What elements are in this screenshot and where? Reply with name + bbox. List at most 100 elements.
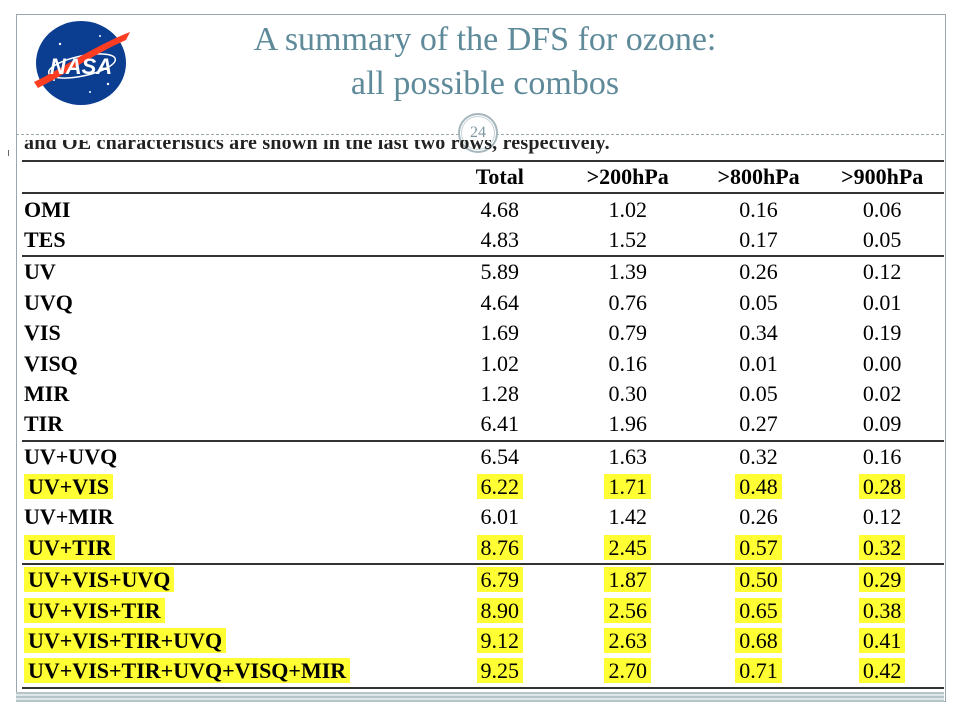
slide-title: A summary of the DFS for ozone: all poss… — [140, 18, 830, 106]
cell-value: 0.16 — [608, 350, 647, 376]
row-label: UV+VIS — [24, 474, 113, 500]
cell-value: 6.54 — [480, 443, 520, 469]
footer-bar — [16, 692, 944, 702]
cell-value: 2.70 — [604, 658, 651, 684]
cell-value: 1.96 — [608, 411, 647, 437]
cell-value: 0.19 — [862, 320, 902, 346]
cropped-caption: and OE characteristics are shown in the … — [24, 140, 784, 156]
cell-value: 4.68 — [480, 196, 520, 222]
table-row: UV 5.89 1.39 0.26 0.12 — [22, 255, 944, 288]
cell-value: 6.01 — [480, 504, 520, 530]
cell-value: 4.83 — [480, 226, 520, 252]
cell-value: 0.38 — [858, 597, 906, 623]
cell-value: 1.63 — [608, 443, 647, 469]
cell-value: 2.63 — [604, 628, 651, 654]
table-header-row: Total >200hPa >800hPa >900hPa — [22, 159, 944, 195]
cropped-caption-text: and OE characteristics are shown in the … — [24, 140, 610, 154]
header-200hpa: >200hPa — [558, 159, 697, 195]
row-label: VIS — [24, 320, 61, 346]
cell-value: 4.64 — [480, 289, 520, 315]
page-number: 24 — [470, 124, 486, 141]
cell-value: 1.71 — [604, 474, 651, 500]
cell-value: 9.12 — [476, 628, 524, 654]
row-label: UV+MIR — [24, 504, 114, 530]
cell-value: 1.28 — [480, 380, 520, 406]
cell-value: 1.52 — [608, 226, 647, 252]
cell-value: 2.56 — [604, 597, 651, 623]
row-label: OMI — [24, 196, 71, 222]
cell-value: 0.26 — [739, 504, 778, 530]
cell-value: 0.02 — [862, 380, 902, 406]
cell-value: 0.30 — [608, 380, 647, 406]
row-label: TES — [24, 226, 66, 252]
cell-value: 0.26 — [739, 259, 778, 285]
row-label: UV — [24, 259, 56, 285]
table-row: OMI 4.68 1.02 0.16 0.06 — [22, 193, 944, 224]
table-row: UVQ 4.64 0.76 0.05 0.01 — [22, 288, 944, 318]
cell-value: 0.05 — [862, 226, 902, 252]
cell-value: 1.39 — [608, 259, 647, 285]
cell-value: 0.65 — [735, 597, 782, 623]
cell-value: 0.48 — [735, 474, 782, 500]
table-row: TES 4.83 1.52 0.17 0.05 — [22, 225, 944, 256]
cell-value: 0.32 — [739, 443, 778, 469]
cell-value: 0.41 — [858, 628, 906, 654]
title-line-1: A summary of the DFS for ozone: — [253, 21, 717, 58]
cell-value: 0.12 — [862, 504, 902, 530]
cell-value: 0.06 — [862, 196, 902, 222]
cell-value: 2.45 — [604, 534, 651, 560]
cell-value: 0.09 — [862, 411, 902, 437]
cell-value: 1.87 — [604, 567, 651, 593]
cell-value: 0.05 — [739, 380, 778, 406]
dfs-table-container: Total >200hPa >800hPa >900hPa OMI 4.68 1.0… — [22, 159, 944, 689]
table-row: UV+UVQ 6.54 1.63 0.32 0.16 — [22, 439, 944, 472]
table-row: UV+VIS 6.22 1.71 0.48 0.28 — [22, 472, 944, 502]
row-label: VISQ — [24, 350, 78, 376]
row-label: MIR — [24, 380, 70, 406]
cell-value: 1.42 — [608, 504, 647, 530]
table-row: UV+VIS+UVQ 6.79 1.87 0.50 0.29 — [22, 563, 944, 596]
cell-value: 0.42 — [858, 658, 906, 684]
cell-value: 1.02 — [480, 350, 520, 376]
table-row: UV+VIS+TIR+UVQ 9.12 2.63 0.68 0.41 — [22, 626, 944, 656]
cell-value: 1.69 — [480, 320, 520, 346]
row-label: UV+VIS+TIR+UVQ+VISQ+MIR — [24, 658, 351, 684]
row-label: UVQ — [24, 289, 73, 315]
row-label: UV+VIS+TIR+UVQ — [24, 628, 227, 654]
cell-value: 0.01 — [739, 350, 778, 376]
nasa-logo-text: NASA — [50, 54, 112, 79]
cell-value: 0.29 — [858, 567, 906, 593]
cell-value: 6.79 — [476, 567, 524, 593]
header-total: Total — [440, 159, 559, 195]
row-label: UV+VIS+UVQ — [24, 567, 175, 593]
header-800hpa: >800hPa — [696, 159, 821, 195]
cell-value: 8.90 — [476, 597, 524, 623]
table-row: UV+VIS+TIR+UVQ+VISQ+MIR 9.25 2.70 0.71 0.42 — [22, 656, 944, 689]
row-label: UV+TIR — [24, 534, 116, 560]
page-number-badge: 24 — [458, 113, 498, 153]
cell-value: 0.16 — [862, 443, 902, 469]
cell-value: 6.22 — [476, 474, 524, 500]
cell-value: 9.25 — [476, 658, 524, 684]
cell-value: 0.71 — [735, 658, 782, 684]
cell-value: 6.41 — [480, 411, 520, 437]
dfs-table: Total >200hPa >800hPa >900hPa OMI 4.68 1.0… — [22, 159, 944, 689]
table-row: MIR 1.28 0.30 0.05 0.02 — [22, 379, 944, 409]
cell-value: 0.34 — [739, 320, 778, 346]
title-line-2: all possible combos — [350, 65, 620, 102]
table-row: VIS 1.69 0.79 0.34 0.19 — [22, 318, 944, 348]
row-label: UV+VIS+TIR — [24, 597, 165, 623]
cell-value: 0.28 — [858, 474, 906, 500]
cell-value: 0.00 — [862, 350, 902, 376]
cell-value: 0.27 — [739, 411, 778, 437]
cell-value: 0.57 — [735, 534, 782, 560]
table-row: UV+TIR 8.76 2.45 0.57 0.32 — [22, 533, 944, 564]
table-row: VISQ 1.02 0.16 0.01 0.00 — [22, 348, 944, 378]
text-cursor-marker — [8, 150, 13, 156]
cell-value: 0.32 — [858, 534, 906, 560]
row-label: TIR — [24, 411, 64, 437]
header-900hpa: >900hPa — [820, 159, 944, 195]
row-label: UV+UVQ — [24, 443, 118, 469]
nasa-logo-icon: NASA — [34, 21, 130, 105]
cell-value: 0.50 — [735, 567, 782, 593]
